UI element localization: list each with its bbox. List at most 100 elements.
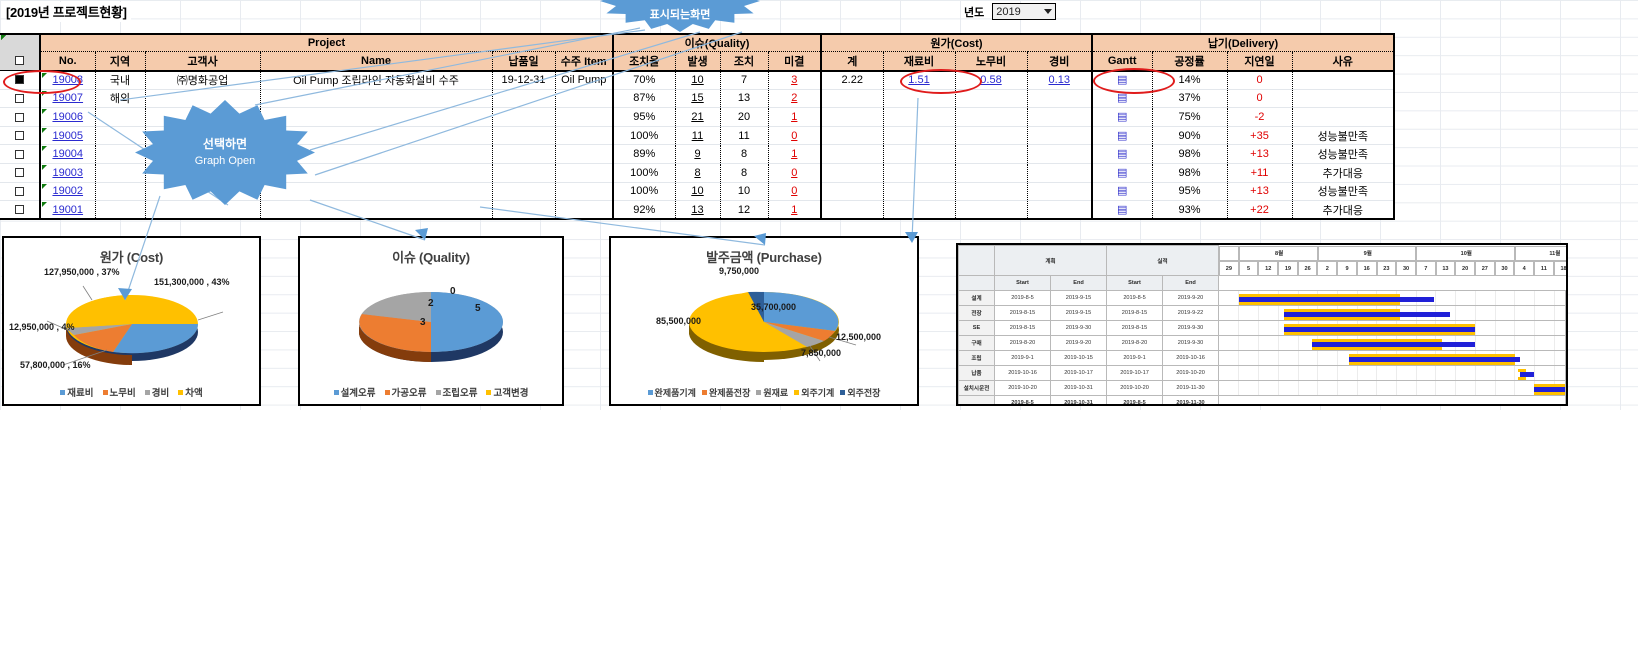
gantt-open-cell[interactable]: ▤	[1091, 163, 1152, 183]
cell-labor[interactable]	[954, 89, 1027, 109]
col-header-labor-cost[interactable]: 노무비	[954, 51, 1027, 72]
col-header-due-date[interactable]: 납품일	[491, 51, 555, 72]
chart-quality-panel[interactable]: 이슈 (Quality) 5 3 2 0 설계오류 가공오류 조립오류 고객변경	[298, 236, 564, 406]
checkbox-icon[interactable]	[15, 186, 24, 196]
checkbox-icon[interactable]	[15, 131, 24, 141]
cell-no[interactable]: 19002	[39, 182, 95, 202]
cell-cost_total	[820, 200, 883, 221]
cell-expense[interactable]	[1026, 163, 1093, 183]
col-header-action[interactable]: 조치	[719, 51, 768, 72]
cell-region	[94, 126, 145, 146]
gantt-icon[interactable]: ▤	[1117, 148, 1128, 161]
col-header-region[interactable]: 지역	[94, 51, 145, 72]
cell-expense[interactable]	[1026, 144, 1093, 164]
row-select-checkbox-cell[interactable]	[0, 89, 40, 109]
col-header-reason[interactable]: 사유	[1291, 51, 1395, 72]
cell-no[interactable]: 19004	[39, 144, 95, 164]
cell-no[interactable]: 19006	[39, 107, 95, 127]
gantt-actual-end: 2019-9-30	[1162, 320, 1220, 336]
chart-purchase-panel[interactable]: 발주금액 (Purchase) 9,750,000 35,700,000 12,…	[609, 236, 919, 406]
cell-labor[interactable]	[954, 182, 1027, 202]
col-header-gantt[interactable]: Gantt	[1091, 51, 1152, 72]
checkbox-icon[interactable]	[15, 168, 24, 178]
cell-material[interactable]	[882, 126, 955, 146]
legend-item: 외주기계	[794, 386, 834, 399]
cell-no[interactable]: 19005	[39, 126, 95, 146]
col-header-action-rate[interactable]: 조치율	[612, 51, 675, 72]
col-header-cost-total[interactable]: 계	[820, 51, 883, 72]
col-header-customer[interactable]: 고객사	[144, 51, 260, 72]
row-select-checkbox-cell[interactable]	[0, 182, 40, 202]
progress-value: 95%	[1178, 185, 1201, 198]
gantt-bar-plan-lower	[1518, 377, 1527, 380]
col-header-material-cost[interactable]: 재료비	[882, 51, 955, 72]
cell-expense[interactable]	[1026, 89, 1093, 109]
col-header-expense[interactable]: 경비	[1026, 51, 1093, 72]
cell-no[interactable]: 19007	[39, 89, 95, 109]
gantt-icon[interactable]: ▤	[1117, 129, 1128, 142]
cell-expense[interactable]	[1026, 126, 1093, 146]
gantt-actual-start: 2019-10-17	[1106, 365, 1164, 381]
year-selector[interactable]: 년도 2019	[964, 3, 1057, 20]
action-value: 10	[737, 185, 751, 198]
cell-expense[interactable]	[1026, 107, 1093, 127]
gantt-open-cell[interactable]: ▤	[1091, 126, 1152, 146]
cell-expense[interactable]	[1026, 182, 1093, 202]
gantt-icon[interactable]: ▤	[1117, 92, 1128, 105]
cell-material[interactable]	[882, 107, 955, 127]
cell-material[interactable]	[882, 144, 955, 164]
col-header-delay-days[interactable]: 지연일	[1226, 51, 1292, 72]
row-select-checkbox-cell[interactable]	[0, 107, 40, 127]
gantt-open-cell[interactable]: ▤	[1091, 182, 1152, 202]
col-header-no[interactable]: No.	[39, 51, 95, 72]
table-row[interactable]: 19001 92% 13 12 1 ▤ 93% +22 추가대응	[0, 200, 1395, 221]
cell-labor[interactable]	[954, 107, 1027, 127]
group-header-cost: 원가(Cost)	[821, 33, 1093, 52]
checkbox-icon[interactable]	[15, 93, 24, 103]
gantt-open-cell[interactable]: ▤	[1091, 144, 1152, 164]
cell-material[interactable]	[882, 200, 955, 221]
row-select-checkbox-cell[interactable]	[0, 163, 40, 183]
table-row[interactable]: 19002 100% 10 10 0 ▤ 95% +13 성능불만족	[0, 182, 1395, 202]
cell-labor[interactable]	[954, 126, 1027, 146]
cell-material[interactable]	[882, 163, 955, 183]
legend-item: 완제품기계	[647, 386, 696, 399]
gantt-open-cell[interactable]: ▤	[1091, 200, 1152, 221]
select-all-checkbox-cell[interactable]	[0, 51, 40, 71]
col-header-order-item[interactable]: 수주 Item	[554, 51, 614, 72]
cell-material[interactable]	[882, 182, 955, 202]
cell-expense[interactable]	[1026, 200, 1093, 221]
row-select-checkbox-cell[interactable]	[0, 126, 40, 146]
gantt-icon[interactable]: ▤	[1117, 110, 1128, 123]
gantt-chart-panel[interactable]: 계획 실적 8월9월10월11월12월295121926291623307132…	[956, 243, 1568, 406]
cell-labor[interactable]	[954, 144, 1027, 164]
year-combo-box[interactable]: 2019	[992, 3, 1057, 20]
table-row[interactable]: 19008 국내 ㈜명화공업 Oil Pump 조립라인 자동화설비 수주 19-12-…	[0, 70, 1395, 90]
checkbox-icon[interactable]	[15, 149, 24, 159]
cell-no[interactable]: 19003	[39, 163, 95, 183]
checkbox-icon[interactable]	[15, 56, 24, 66]
chart-cost-panel[interactable]: 원가 (Cost) 151,300,000 , 43% 127,950,000 …	[2, 236, 261, 406]
cell-no[interactable]: 19001	[39, 200, 95, 221]
gantt-timeline-cell	[1218, 335, 1566, 351]
gantt-icon[interactable]: ▤	[1117, 203, 1128, 216]
col-header-name[interactable]: Name	[259, 51, 492, 72]
col-header-progress[interactable]: 공정률	[1151, 51, 1227, 72]
chart-quality-label-1: 3	[420, 317, 426, 328]
cell-labor[interactable]	[954, 163, 1027, 183]
gantt-icon[interactable]: ▤	[1117, 166, 1128, 179]
checkbox-icon[interactable]	[15, 205, 24, 215]
cell-expense[interactable]: 0.13	[1026, 70, 1093, 90]
no-value: 19002	[52, 185, 84, 198]
gantt-tick-label: 5	[1238, 260, 1259, 276]
checkbox-icon[interactable]	[15, 112, 24, 122]
gantt-open-cell[interactable]: ▤	[1091, 107, 1152, 127]
gantt-icon[interactable]: ▤	[1117, 185, 1128, 198]
col-header-occurrence[interactable]: 발생	[674, 51, 720, 72]
col-header-unresolved[interactable]: 미결	[767, 51, 822, 72]
cell-labor[interactable]	[954, 200, 1027, 221]
gantt-tick-label: 13	[1435, 260, 1456, 276]
row-select-checkbox-cell[interactable]	[0, 200, 40, 221]
row-select-checkbox-cell[interactable]	[0, 144, 40, 164]
table-row[interactable]: 19007 해외 87% 15 13 2 ▤ 37% 0	[0, 89, 1395, 109]
